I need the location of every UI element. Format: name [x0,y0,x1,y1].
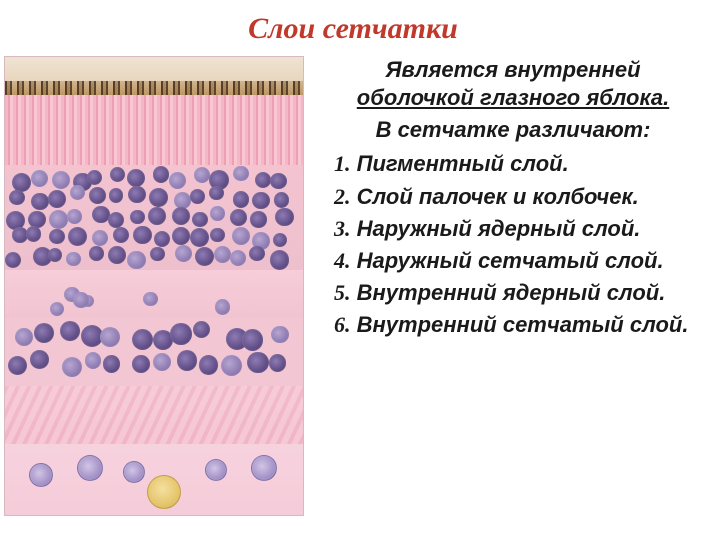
nucleus [26,226,41,241]
slide-title: Слои сетчатки [4,12,702,46]
list-item: 6. Внутренний сетчатый слой. [324,311,702,339]
item-label: Наружный ядерный слой. [357,216,641,241]
nucleus [109,188,123,202]
list-item: 5. Внутренний ядерный слой. [324,279,702,307]
nucleus [100,327,120,347]
item-label: Внутренний сетчатый слой. [357,312,689,337]
nucleus [170,323,191,344]
item-label: Слой палочек и колбочек. [357,184,639,209]
nucleus [92,206,110,224]
nucleus [205,459,227,481]
nucleus [194,167,210,183]
nucleus [132,355,150,373]
item-label: Внутренний ядерный слой. [357,280,666,305]
nucleus [247,352,268,373]
nucleus [77,455,103,481]
nucleus [149,188,168,207]
item-number: 2. [334,184,351,209]
nucleus [130,210,144,224]
subheading: В сетчатке различают: [324,116,702,144]
nucleus [153,166,170,183]
nucleus [103,355,120,372]
nucleus [230,209,247,226]
nucleus [215,299,230,314]
nucleus [66,252,81,267]
nucleus [73,292,88,307]
item-number: 5. [334,280,351,305]
nucleus [275,208,294,227]
item-label: Наружный сетчатый слой. [357,248,664,273]
nucleus [172,227,190,245]
nucleus [123,461,145,483]
nucleus [150,247,164,261]
item-number: 4. [334,248,351,273]
nucleus [29,463,53,487]
histology-image [4,56,304,516]
intro-line-2: оболочкой глазного яблока. [324,84,702,112]
nucleus [31,193,48,210]
amacrine-cell [147,475,181,509]
nucleus [252,192,269,209]
nucleus [48,248,62,262]
list-item: 2. Слой палочек и колбочек. [324,183,702,211]
nucleus [92,230,108,246]
item-number: 6. [334,312,351,337]
layer-rods-cones [5,95,303,165]
nucleus [5,252,21,268]
nucleus [67,209,82,224]
layer-pigment [5,57,303,95]
nucleus [250,211,266,227]
nucleus [271,326,288,343]
nucleus [127,251,146,270]
nucleus [48,190,66,208]
nucleus [251,455,277,481]
nucleus [49,210,68,229]
nucleus [269,354,286,371]
item-number: 3. [334,216,351,241]
nucleus [249,246,265,262]
item-number: 1. [334,151,351,176]
nucleus [132,329,153,350]
list-item: 4. Наружный сетчатый слой. [324,247,702,275]
nucleus [199,355,218,374]
intro-line-1: Является внутренней [324,56,702,84]
nucleus [128,186,145,203]
nucleus [60,321,80,341]
nucleus [52,171,70,189]
item-label: Пигментный слой. [357,151,569,176]
nucleus [15,328,33,346]
content-row: Является внутренней оболочкой глазного я… [4,56,702,536]
nucleus [89,246,103,260]
layer-inner-plexiform [5,386,303,444]
nucleus [68,227,87,246]
nucleus [30,350,49,369]
nucleus [190,189,205,204]
nucleus [133,226,152,245]
nucleus [192,212,207,227]
nucleus [89,187,106,204]
nucleus [270,250,290,270]
nucleus [242,329,264,351]
nucleus [113,227,129,243]
nucleus [232,227,250,245]
nucleus [221,355,242,376]
slide: Слои сетчатки Является внутренней оболоч… [0,0,720,540]
nucleus [143,292,157,306]
text-column: Является внутренней оболочкой глазного я… [304,56,702,536]
nucleus [148,207,166,225]
list-item: 1. Пигментный слой. [324,150,702,178]
nucleus [8,356,27,375]
nucleus [210,206,225,221]
list-item: 3. Наружный ядерный слой. [324,215,702,243]
nucleus [34,323,54,343]
nucleus [108,246,126,264]
nucleus [210,228,224,242]
nucleus [270,173,287,190]
nucleus [169,172,186,189]
